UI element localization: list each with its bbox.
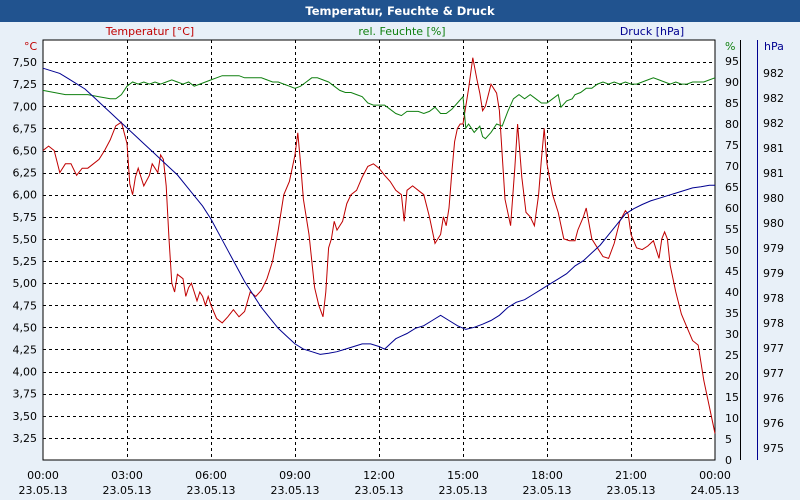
temp-tick-label: 6,75 bbox=[13, 122, 38, 135]
humidity-tick-label: 50 bbox=[725, 244, 739, 257]
humidity-tick-label: 20 bbox=[725, 370, 739, 383]
x-tick-time: 09:00 bbox=[279, 469, 311, 482]
x-tick-time: 12:00 bbox=[363, 469, 395, 482]
pressure-tick-label: 980 bbox=[763, 192, 784, 205]
humidity-tick-label: 65 bbox=[725, 181, 739, 194]
temp-tick-label: 3,75 bbox=[13, 388, 38, 401]
x-tick-date: 23.05.13 bbox=[103, 484, 152, 497]
humidity-tick-label: 35 bbox=[725, 307, 739, 320]
temp-tick-label: 7,25 bbox=[13, 78, 38, 91]
temp-tick-label: 4,50 bbox=[13, 321, 38, 334]
humidity-tick-label: 60 bbox=[725, 202, 739, 215]
temp-tick-label: 5,50 bbox=[13, 233, 38, 246]
x-tick-time: 00:00 bbox=[699, 469, 731, 482]
temp-series-label: Temperatur [°C] bbox=[105, 25, 194, 38]
temp-tick-label: 3,25 bbox=[13, 432, 38, 445]
pressure-tick-label: 982 bbox=[763, 67, 784, 80]
humidity-tick-label: 90 bbox=[725, 76, 739, 89]
humidity-tick-label: 10 bbox=[725, 412, 739, 425]
temp-tick-label: 6,50 bbox=[13, 145, 38, 158]
pressure-series-label: Druck [hPa] bbox=[620, 25, 684, 38]
x-tick-date: 23.05.13 bbox=[607, 484, 656, 497]
pressure-tick-label: 978 bbox=[763, 292, 784, 305]
chart-title-bar: Temperatur, Feuchte & Druck bbox=[0, 0, 800, 22]
humidity-tick-label: 85 bbox=[725, 97, 739, 110]
temp-unit-label: °C bbox=[24, 40, 38, 53]
series-line-temp bbox=[42, 57, 716, 434]
chart-title: Temperatur, Feuchte & Druck bbox=[305, 4, 495, 18]
temp-tick-label: 3,50 bbox=[13, 410, 38, 423]
humidity-tick-label: 15 bbox=[725, 391, 739, 404]
x-tick-date: 23.05.13 bbox=[271, 484, 320, 497]
temp-tick-label: 4,75 bbox=[13, 299, 38, 312]
x-tick-time: 03:00 bbox=[111, 469, 143, 482]
temp-tick-label: 5,75 bbox=[13, 211, 38, 224]
humidity-tick-label: 95 bbox=[725, 55, 739, 68]
x-tick-date: 23.05.13 bbox=[19, 484, 68, 497]
x-tick-time: 15:00 bbox=[447, 469, 479, 482]
humidity-tick-label: 0 bbox=[725, 454, 732, 467]
pressure-tick-label: 976 bbox=[763, 392, 784, 405]
humidity-tick-label: 30 bbox=[725, 328, 739, 341]
temp-tick-label: 4,25 bbox=[13, 343, 38, 356]
temp-tick-label: 4,00 bbox=[13, 366, 38, 379]
humidity-tick-label: 55 bbox=[725, 223, 739, 236]
x-tick-date: 23.05.13 bbox=[187, 484, 236, 497]
pressure-tick-label: 980 bbox=[763, 217, 784, 230]
pressure-tick-label: 978 bbox=[763, 317, 784, 330]
pressure-tick-label: 981 bbox=[763, 167, 784, 180]
x-tick-date: 23.05.13 bbox=[523, 484, 572, 497]
pressure-tick-label: 982 bbox=[763, 117, 784, 130]
x-tick-date: 23.05.13 bbox=[355, 484, 404, 497]
x-tick-time: 18:00 bbox=[531, 469, 563, 482]
humidity-tick-label: 45 bbox=[725, 265, 739, 278]
pressure-tick-label: 976 bbox=[763, 417, 784, 430]
x-tick-time: 00:00 bbox=[27, 469, 59, 482]
x-tick-time: 06:00 bbox=[195, 469, 227, 482]
humidity-series-label: rel. Feuchte [%] bbox=[358, 25, 445, 38]
pressure-unit-label: hPa bbox=[764, 40, 784, 53]
humidity-tick-label: 70 bbox=[725, 160, 739, 173]
temp-tick-label: 7,50 bbox=[13, 56, 38, 69]
humidity-tick-label: 25 bbox=[725, 349, 739, 362]
pressure-tick-label: 979 bbox=[763, 267, 784, 280]
humidity-tick-label: 40 bbox=[725, 286, 739, 299]
humidity-tick-label: 80 bbox=[725, 118, 739, 131]
series-line-press bbox=[42, 67, 715, 355]
humidity-tick-label: 75 bbox=[725, 139, 739, 152]
pressure-tick-label: 979 bbox=[763, 242, 784, 255]
temp-tick-label: 5,25 bbox=[13, 255, 38, 268]
pressure-tick-label: 982 bbox=[763, 92, 784, 105]
pressure-tick-label: 975 bbox=[763, 442, 784, 455]
temp-tick-label: 6,25 bbox=[13, 167, 38, 180]
temp-tick-label: 7,00 bbox=[13, 100, 38, 113]
x-tick-time: 21:00 bbox=[615, 469, 647, 482]
temp-tick-label: 5,00 bbox=[13, 277, 38, 290]
pressure-tick-label: 977 bbox=[763, 342, 784, 355]
x-tick-date: 24.05.13 bbox=[691, 484, 740, 497]
series-line-hum bbox=[42, 75, 716, 140]
humidity-tick-label: 5 bbox=[725, 433, 732, 446]
pressure-tick-label: 977 bbox=[763, 367, 784, 380]
x-tick-date: 23.05.13 bbox=[439, 484, 488, 497]
pressure-tick-label: 981 bbox=[763, 142, 784, 155]
humidity-unit-label: % bbox=[725, 40, 735, 53]
temp-tick-label: 6,00 bbox=[13, 189, 38, 202]
